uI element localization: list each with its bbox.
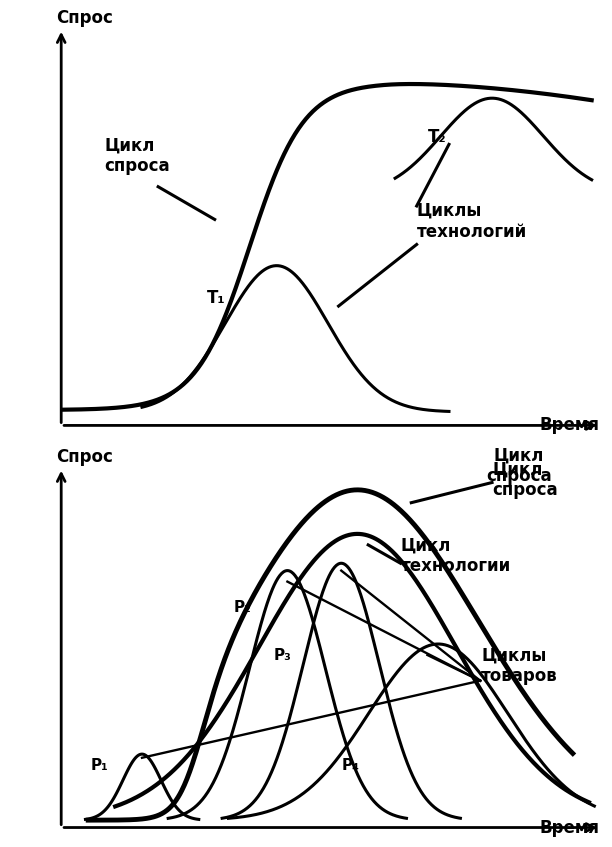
Text: Время: Время <box>540 417 600 435</box>
Text: Циклы
технологий: Циклы технологий <box>417 202 527 241</box>
Text: Цикл
спроса: Цикл спроса <box>104 136 170 175</box>
Text: Цикл
спроса: Цикл спроса <box>492 461 558 499</box>
Text: Р₂: Р₂ <box>234 600 252 615</box>
Text: Циклы
товаров: Циклы товаров <box>481 646 558 685</box>
Text: Спрос: Спрос <box>56 448 113 466</box>
Text: Спрос: Спрос <box>56 9 113 27</box>
Text: Цикл
технологии: Цикл технологии <box>400 536 511 575</box>
Text: Р₃: Р₃ <box>274 647 292 662</box>
Text: Цикл
спроса: Цикл спроса <box>486 446 552 485</box>
Text: Т₂: Т₂ <box>427 128 446 146</box>
Text: Время: Время <box>540 818 600 837</box>
Text: Р₁: Р₁ <box>91 757 108 772</box>
Text: Т₁: Т₁ <box>207 290 225 307</box>
Text: Р₄: Р₄ <box>341 757 359 772</box>
